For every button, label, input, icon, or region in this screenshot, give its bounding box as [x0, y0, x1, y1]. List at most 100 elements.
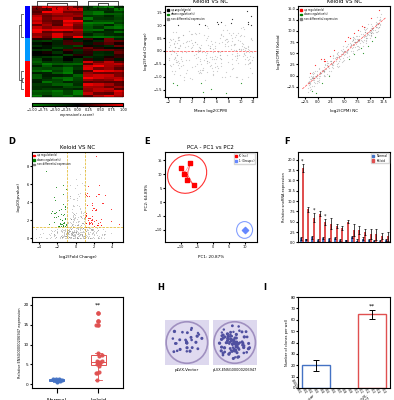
Point	[374, 20, 381, 26]
Point	[58, 227, 65, 234]
Point	[81, 215, 87, 221]
Point	[65, 218, 72, 225]
Point	[87, 217, 94, 223]
Point	[237, 38, 243, 45]
Point	[84, 227, 91, 233]
Text: I: I	[263, 283, 266, 292]
Point	[93, 370, 99, 376]
Point	[61, 230, 68, 237]
Point	[95, 360, 101, 367]
Point	[64, 229, 71, 235]
Circle shape	[235, 357, 236, 358]
Point	[175, 62, 181, 68]
Point	[239, 76, 245, 82]
Point	[60, 220, 67, 226]
Point	[229, 65, 235, 72]
Point	[316, 65, 322, 72]
Point	[196, 70, 202, 76]
Bar	[322, 238, 324, 242]
Point	[93, 152, 99, 159]
Point	[68, 216, 74, 222]
Text: ENSG206907: ENSG206907	[330, 379, 341, 395]
Circle shape	[191, 347, 193, 348]
Point	[67, 194, 73, 201]
Point	[58, 227, 64, 233]
Point	[80, 229, 86, 236]
Point	[64, 228, 71, 235]
Point	[245, 61, 251, 67]
Point	[85, 224, 91, 230]
Point	[200, 89, 206, 95]
Point	[75, 214, 81, 220]
Point	[179, 58, 186, 64]
Point	[217, 35, 223, 41]
Bar	[299, 238, 301, 242]
Point	[101, 232, 107, 238]
Point	[91, 232, 97, 238]
Point	[75, 234, 81, 241]
Point	[323, 62, 330, 68]
Point	[370, 30, 376, 36]
Circle shape	[191, 328, 192, 329]
Point	[93, 217, 99, 224]
Point	[69, 221, 75, 228]
Point	[79, 226, 85, 232]
Point	[72, 214, 78, 220]
Point	[224, 39, 230, 45]
Point	[78, 222, 84, 228]
Point	[52, 235, 58, 241]
Point	[55, 213, 61, 220]
Point	[217, 52, 223, 58]
Point	[344, 43, 350, 49]
Point	[212, 42, 218, 49]
Circle shape	[248, 343, 249, 344]
Text: ENSG206911: ENSG206911	[352, 379, 364, 395]
Point	[56, 376, 62, 382]
Point	[93, 322, 100, 328]
Point	[361, 26, 367, 32]
Point	[344, 48, 350, 54]
Point	[62, 226, 68, 232]
Point	[78, 225, 84, 232]
Circle shape	[219, 342, 221, 344]
Point	[59, 228, 65, 234]
Point	[313, 74, 319, 80]
Point	[240, 46, 247, 52]
Point	[63, 229, 70, 235]
Point	[63, 222, 69, 228]
Point	[95, 220, 101, 226]
Point	[68, 225, 74, 232]
Point	[71, 228, 77, 235]
Point	[72, 222, 78, 228]
Text: ENSG206909: ENSG206909	[341, 379, 353, 395]
Point	[57, 234, 63, 241]
Point	[170, 61, 177, 68]
Bar	[370, 234, 372, 242]
Point	[310, 75, 316, 81]
Point	[78, 214, 84, 220]
Bar	[358, 230, 360, 242]
Point	[306, 80, 312, 86]
Point	[332, 54, 338, 61]
Point	[340, 50, 346, 56]
Circle shape	[227, 340, 229, 342]
Point	[75, 231, 82, 238]
Point	[316, 78, 322, 85]
Point	[234, 55, 240, 61]
Circle shape	[234, 342, 236, 343]
Point	[74, 234, 80, 240]
Point	[200, 66, 206, 73]
Point	[72, 235, 78, 241]
Point	[240, 41, 247, 47]
Point	[195, 47, 201, 53]
Point	[93, 206, 99, 212]
Point	[329, 64, 335, 70]
Point	[305, 84, 312, 91]
Point	[89, 200, 96, 206]
Point	[87, 225, 93, 231]
Point	[336, 54, 342, 61]
Point	[83, 192, 89, 198]
Bar	[305, 240, 307, 242]
Point	[70, 203, 76, 210]
Point	[177, 43, 183, 49]
